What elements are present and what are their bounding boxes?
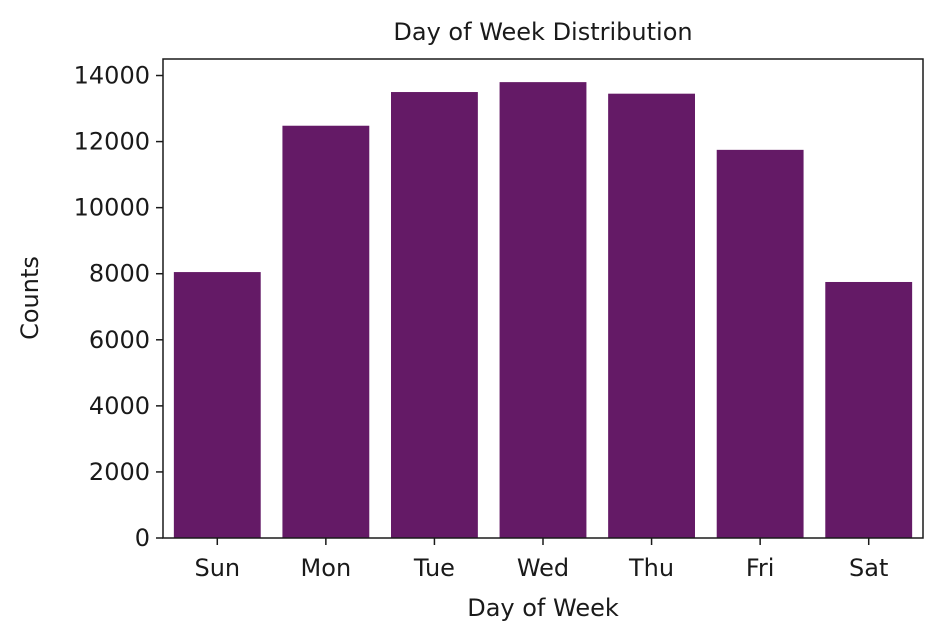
y-tick-label: 0 (135, 524, 150, 552)
y-tick-label: 10000 (74, 194, 150, 222)
bar-mon (282, 125, 370, 539)
bar-sun (173, 272, 261, 538)
chart-title: Day of Week Distribution (393, 18, 692, 46)
y-tick-label: 8000 (89, 260, 150, 288)
x-tick-label: Thu (628, 554, 674, 582)
x-tick-label: Sat (849, 554, 888, 582)
x-tick-label: Wed (517, 554, 569, 582)
bar-thu (608, 93, 695, 538)
x-axis-label: Day of Week (467, 594, 619, 622)
bar-fri (716, 149, 804, 538)
bars-group (173, 82, 913, 539)
bar-tue (391, 92, 478, 538)
x-tick-label: Sun (194, 554, 240, 582)
bar-sat (825, 281, 913, 538)
y-axis-label: Counts (16, 256, 44, 340)
y-tick-label: 12000 (74, 128, 150, 156)
x-tick-label: Fri (746, 554, 775, 582)
y-tick-label: 2000 (89, 458, 150, 486)
y-tick-label: 6000 (89, 326, 150, 354)
y-tick-label: 14000 (74, 62, 150, 90)
x-tick-label: Tue (413, 554, 455, 582)
x-axis-ticks: Sun Mon Tue Wed Thu Fri Sat (194, 538, 888, 582)
y-axis-ticks: 0 2000 4000 6000 8000 10000 12000 14000 (74, 62, 163, 552)
bar-wed (499, 82, 587, 538)
x-tick-label: Mon (301, 554, 352, 582)
y-tick-label: 4000 (89, 392, 150, 420)
plot-frame (162, 58, 924, 539)
